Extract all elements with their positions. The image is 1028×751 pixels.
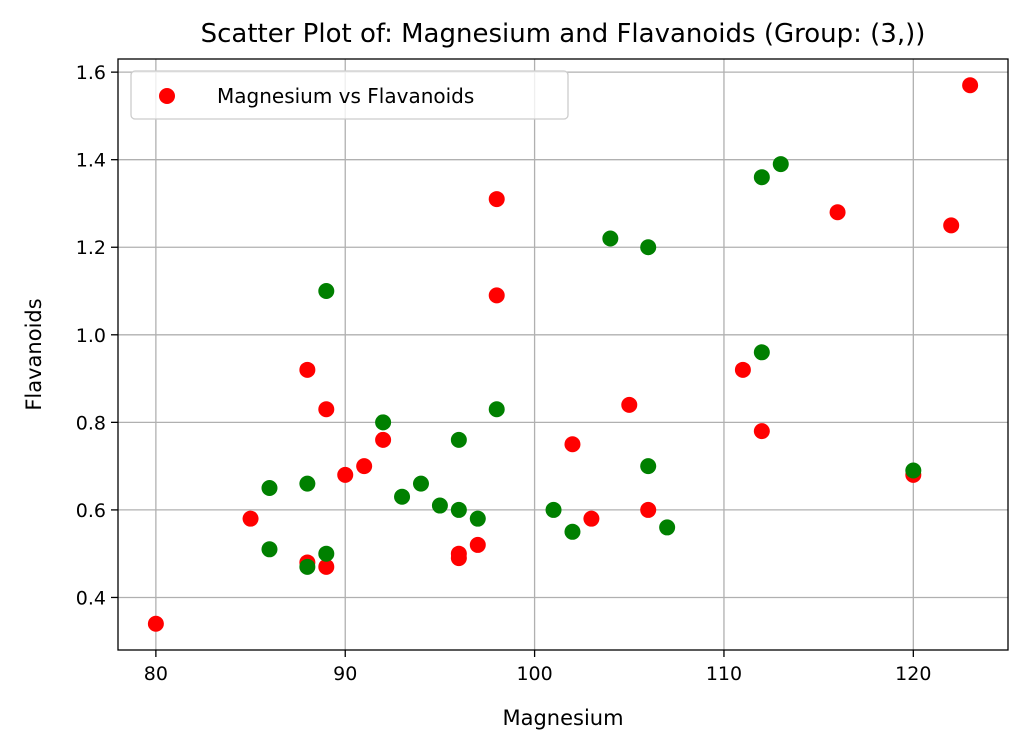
- scatter-point: [469, 510, 486, 527]
- scatter-point: [962, 77, 979, 94]
- scatter-point: [488, 191, 505, 208]
- x-tick-label: 100: [516, 663, 552, 685]
- legend-box: [130, 70, 569, 120]
- x-tick-label: 110: [706, 663, 742, 685]
- y-tick-label: 0.4: [76, 587, 106, 609]
- scatter-point: [564, 523, 581, 540]
- scatter-point: [394, 488, 411, 505]
- scatter-point: [753, 423, 770, 440]
- scatter-point: [375, 431, 392, 448]
- legend: Magnesium vs Flavanoids: [130, 70, 569, 120]
- scatter-point: [621, 396, 638, 413]
- y-tick-label: 1.4: [76, 150, 106, 172]
- scatter-point: [640, 501, 657, 518]
- scatter-point: [545, 501, 562, 518]
- scatter-point: [753, 169, 770, 186]
- legend-label: Magnesium vs Flavanoids: [217, 84, 474, 108]
- y-tick-label: 1.6: [76, 62, 106, 84]
- scatter-point: [450, 431, 467, 448]
- scatter-point: [299, 475, 316, 492]
- scatter-point: [905, 462, 922, 479]
- tick-layer: 80 90 100 110 120 0.4 0.6 0.8 1.0 1.2 1.4 1.6: [76, 62, 932, 685]
- y-axis-label: Flavanoids: [22, 298, 46, 410]
- scatter-point: [640, 239, 657, 256]
- scatter-point: [488, 401, 505, 418]
- scatter-point: [659, 519, 676, 536]
- scatter-point: [431, 497, 448, 514]
- scatter-point: [412, 475, 429, 492]
- scatter-point: [829, 204, 846, 221]
- y-tick-label: 1.2: [76, 237, 106, 259]
- chart-title: Scatter Plot of: Magnesium and Flavanoid…: [201, 19, 926, 49]
- x-axis-label: Magnesium: [502, 706, 623, 730]
- scatter-point: [450, 550, 467, 567]
- scatter-point: [318, 401, 335, 418]
- grid-layer: [118, 59, 1008, 650]
- scatter-point: [640, 458, 657, 475]
- scatter-point: [734, 361, 751, 378]
- scatter-point: [583, 510, 600, 527]
- y-tick-label: 1.0: [76, 325, 106, 347]
- scatter-point: [602, 230, 619, 247]
- scatter-point: [318, 283, 335, 300]
- x-tick-label: 120: [895, 663, 931, 685]
- scatter-point: [943, 217, 960, 234]
- scatter-point: [450, 501, 467, 518]
- scatter-point: [488, 287, 505, 304]
- scatter-point: [375, 414, 392, 431]
- scatter-point: [564, 436, 581, 453]
- scatter-point: [242, 510, 259, 527]
- y-tick-label: 0.6: [76, 500, 106, 522]
- x-tick-label: 80: [144, 663, 168, 685]
- legend-marker: [159, 88, 175, 104]
- scatter-point: [299, 558, 316, 575]
- x-tick-label: 90: [333, 663, 357, 685]
- scatter-point: [261, 541, 278, 558]
- scatter-point: [147, 615, 164, 632]
- scatter-point: [337, 466, 354, 483]
- scatter-point: [469, 536, 486, 553]
- points-layer: [147, 77, 979, 632]
- scatter-point: [299, 361, 316, 378]
- plot-frame: [117, 58, 1009, 651]
- scatter-point: [318, 545, 335, 562]
- y-tick-label: 0.8: [76, 412, 106, 434]
- scatter-point: [356, 458, 373, 475]
- scatter-point: [261, 480, 278, 497]
- scatter-point: [753, 344, 770, 361]
- scatter-point: [772, 156, 789, 173]
- scatter-point: [318, 558, 335, 575]
